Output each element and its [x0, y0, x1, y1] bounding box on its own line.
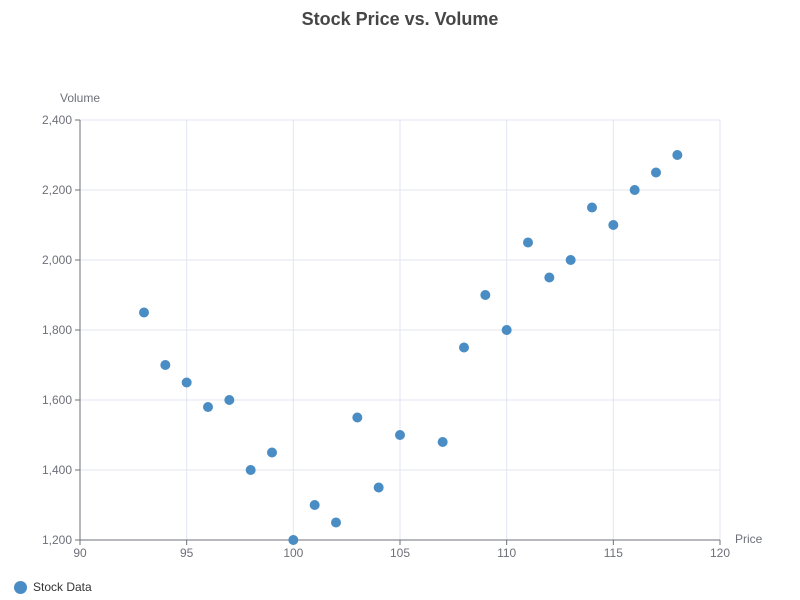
data-point[interactable] — [331, 517, 341, 528]
data-point[interactable] — [651, 167, 661, 178]
data-point[interactable] — [139, 307, 149, 318]
data-point[interactable] — [672, 150, 683, 160]
data-point[interactable] — [459, 342, 469, 353]
data-point[interactable] — [352, 412, 363, 423]
y-tick-label: 2,200 — [42, 183, 72, 197]
data-point[interactable] — [245, 465, 256, 475]
data-point[interactable] — [565, 255, 576, 265]
axes — [79, 120, 720, 541]
x-tick-label: 115 — [604, 546, 623, 560]
data-point[interactable] — [181, 377, 192, 388]
x-tick-label: 110 — [497, 546, 516, 560]
legend-label: Stock Data — [33, 580, 92, 594]
data-point[interactable] — [608, 220, 619, 230]
data-point[interactable] — [395, 430, 405, 440]
x-tick-label: 100 — [283, 546, 303, 560]
x-tick-label: 95 — [180, 546, 194, 560]
x-axis-label: Price — [735, 532, 763, 546]
y-tick-label: 2,000 — [42, 253, 72, 267]
x-tick-label: 90 — [73, 546, 87, 560]
data-point[interactable] — [629, 185, 640, 195]
data-point[interactable] — [480, 290, 491, 300]
y-tick-label: 1,600 — [42, 393, 72, 407]
data-point[interactable] — [309, 500, 320, 510]
data-point[interactable] — [544, 272, 555, 283]
tick-labels: 90 95 100 105 110 115 120 1,200 1,400 1,600 1,800 2… — [42, 113, 730, 560]
y-tick-label: 1,200 — [42, 533, 72, 547]
data-point[interactable] — [203, 402, 213, 412]
data-point[interactable] — [501, 325, 512, 335]
y-tick-label: 2,400 — [42, 113, 72, 127]
data-point[interactable] — [288, 535, 299, 545]
data-point[interactable] — [160, 360, 171, 370]
y-tick-label: 1,800 — [42, 323, 72, 337]
chart-title: Stock Price vs. Volume — [301, 9, 499, 29]
data-point[interactable] — [224, 395, 235, 405]
x-tick-label: 120 — [710, 546, 730, 560]
legend-marker-icon — [14, 580, 27, 594]
y-tick-label: 1,400 — [42, 463, 72, 477]
grid-lines — [75, 119, 721, 545]
data-point[interactable] — [267, 447, 277, 458]
data-points — [139, 150, 683, 545]
data-point[interactable] — [587, 202, 597, 213]
data-point[interactable] — [373, 482, 384, 493]
legend[interactable]: Stock Data — [14, 578, 92, 596]
data-point[interactable] — [523, 237, 533, 248]
data-point[interactable] — [437, 437, 448, 447]
x-tick-label: 105 — [390, 546, 410, 560]
y-axis-label: Volume — [60, 91, 100, 105]
